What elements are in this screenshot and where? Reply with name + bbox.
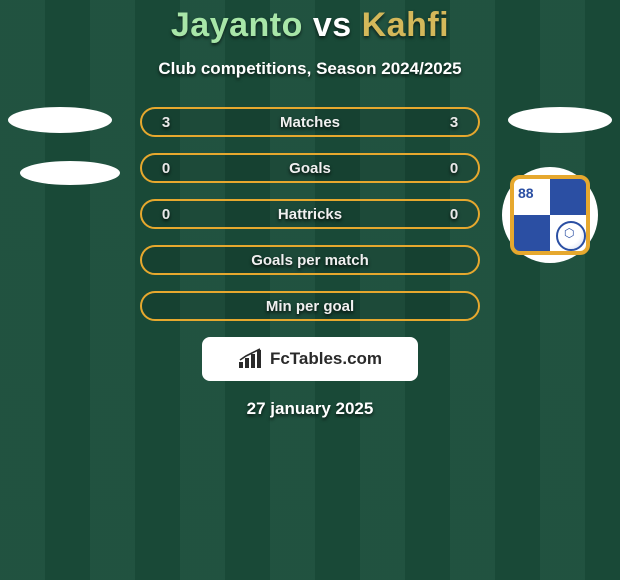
stat-left-value: 0 — [156, 206, 176, 223]
stat-row-matches: 3 Matches 3 — [140, 107, 480, 137]
subtitle: Club competitions, Season 2024/2025 — [0, 59, 620, 79]
stat-right-value: 0 — [444, 206, 464, 223]
stat-label: Matches — [280, 114, 340, 131]
stat-right-value: 3 — [444, 114, 464, 131]
stat-left-value: 0 — [156, 160, 176, 177]
brand-text: FcTables.com — [270, 349, 382, 369]
bar-chart-icon — [238, 348, 264, 370]
player1-avatar-placeholder-2 — [20, 161, 120, 185]
stats-block: 88 3 Matches 3 0 Goals 0 0 Hattricks 0 G… — [0, 107, 620, 321]
player2-name: Kahfi — [362, 6, 450, 44]
player1-name: Jayanto — [171, 6, 303, 44]
brand-badge: FcTables.com — [202, 337, 418, 381]
club-badge: 88 — [502, 167, 598, 263]
stat-row-goals: 0 Goals 0 — [140, 153, 480, 183]
player1-avatar-placeholder-1 — [8, 107, 112, 133]
player2-avatar-placeholder — [508, 107, 612, 133]
soccer-ball-icon — [556, 221, 586, 251]
stat-label: Min per goal — [266, 298, 354, 315]
stat-label: Goals per match — [251, 252, 369, 269]
badge-number: 88 — [518, 185, 534, 201]
stat-row-goals-per-match: Goals per match — [140, 245, 480, 275]
stat-label: Hattricks — [278, 206, 342, 223]
stat-row-hattricks: 0 Hattricks 0 — [140, 199, 480, 229]
date-text: 27 january 2025 — [0, 399, 620, 419]
vs-text: vs — [313, 6, 352, 44]
page-title: Jayanto vs Kahfi — [0, 6, 620, 45]
stat-left-value: 3 — [156, 114, 176, 131]
stat-label: Goals — [289, 160, 331, 177]
stat-row-min-per-goal: Min per goal — [140, 291, 480, 321]
stat-right-value: 0 — [444, 160, 464, 177]
